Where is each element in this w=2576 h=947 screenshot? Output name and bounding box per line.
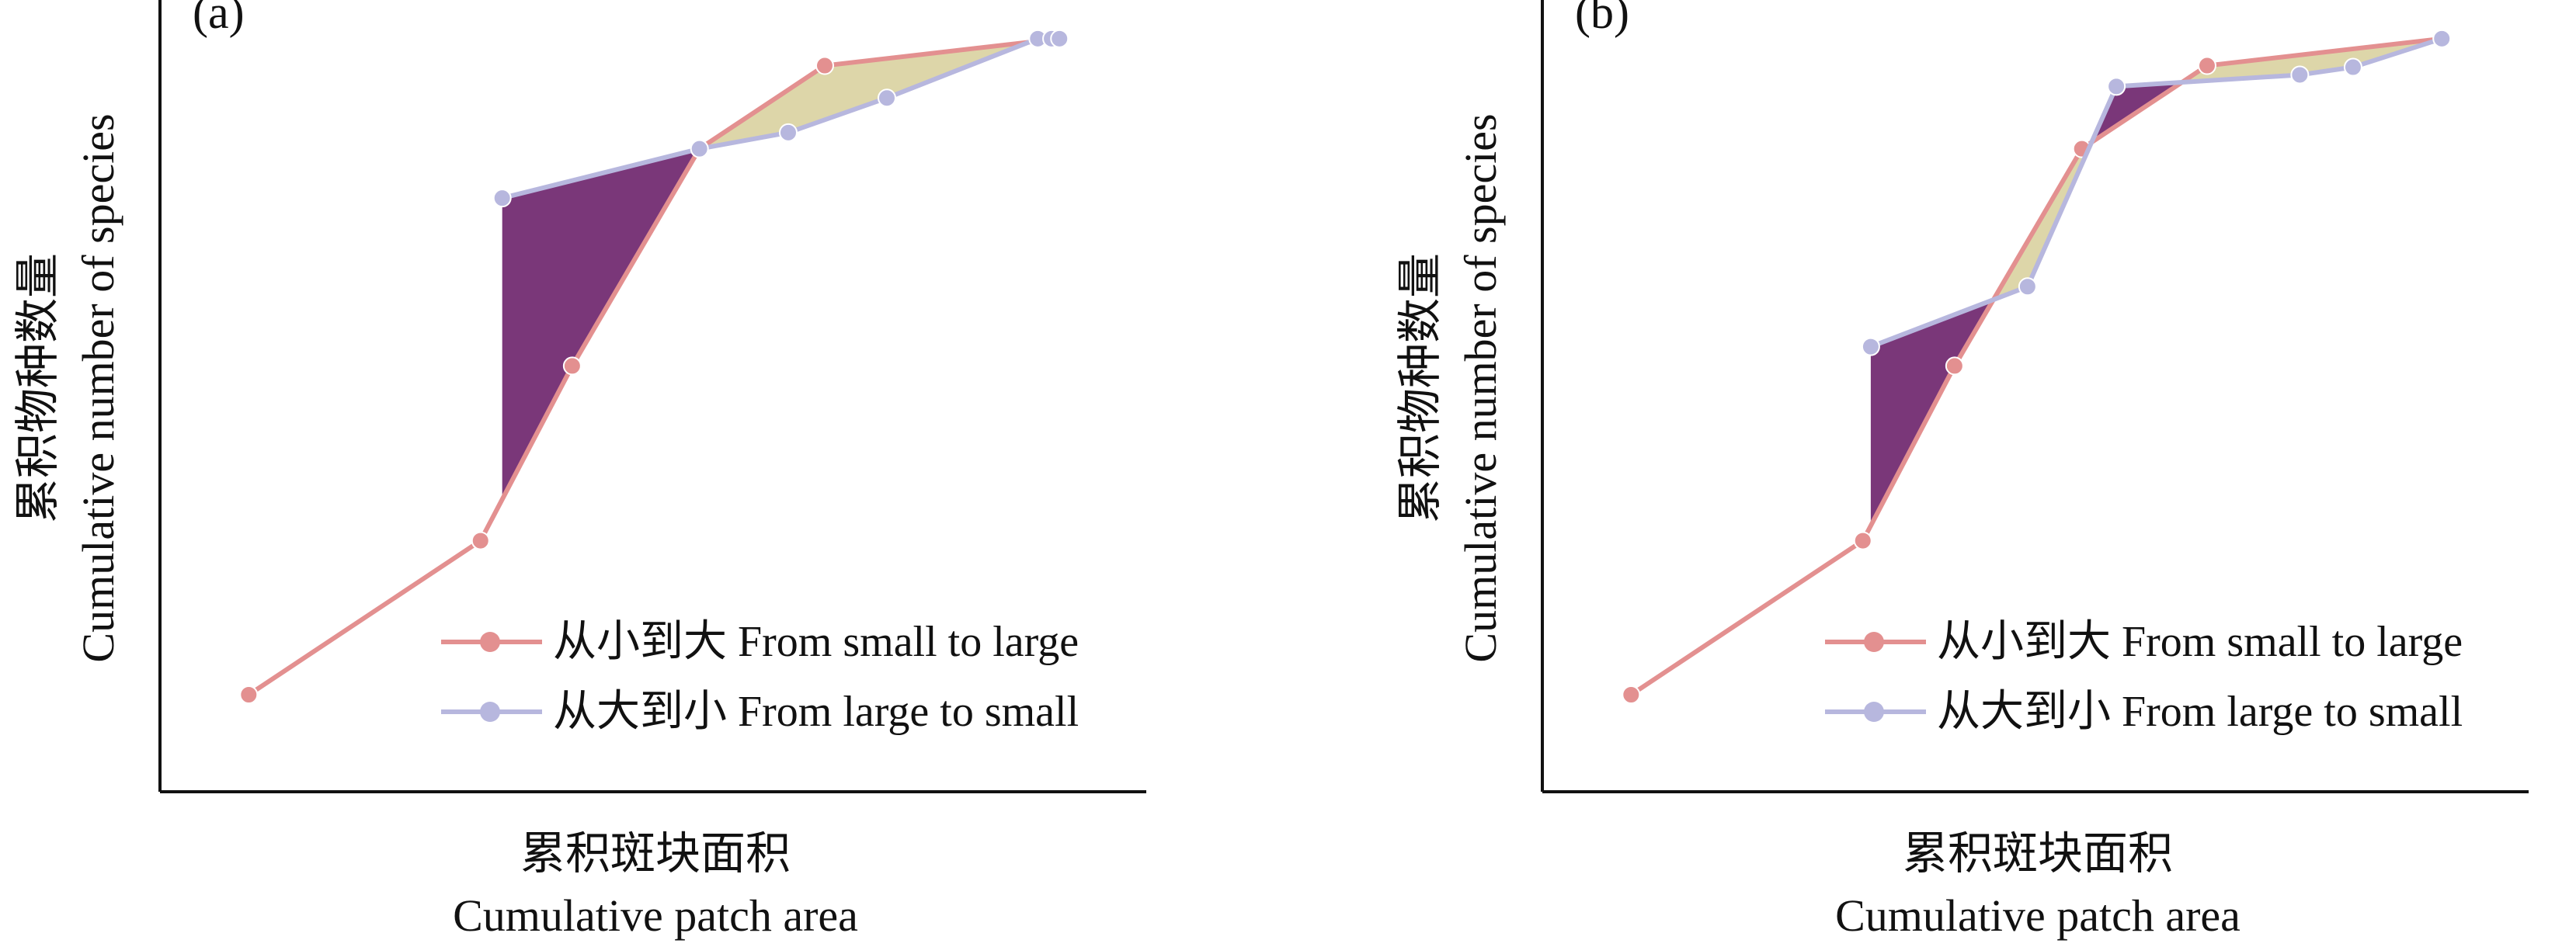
x-axis-label-a: 累积斑块面积 Cumulative patch area <box>267 823 1044 947</box>
x-axis-label-cn-b: 累积斑块面积 <box>1902 828 2173 879</box>
data-point-small-to-large <box>1853 531 1872 550</box>
data-point-large-to-small <box>778 123 798 142</box>
x-axis-label-en-a: Cumulative patch area <box>453 890 858 941</box>
legend-b: 从小到大 From small to large 从大到小 From large… <box>1825 607 2463 747</box>
panel-label-a: (a) <box>193 0 245 38</box>
legend-item-small-to-large-b: 从小到大 From small to large <box>1825 607 2463 677</box>
legend-item-large-to-small-a: 从大到小 From large to small <box>441 677 1079 747</box>
x-axis-label-cn-a: 累积斑块面积 <box>520 828 791 879</box>
data-point-small-to-large <box>471 531 490 550</box>
data-point-large-to-small <box>1861 337 1880 356</box>
legend-swatch-small-to-large-b <box>1825 626 1926 657</box>
legend-label-small-to-large-a: 从小到大 From small to large <box>553 618 1079 666</box>
series-line-small-to-large <box>1629 36 2442 697</box>
series-line-large-to-small <box>1869 36 2443 349</box>
legend-item-small-to-large-a: 从小到大 From small to large <box>441 607 1079 677</box>
data-point-large-to-small <box>2107 77 2126 96</box>
data-point-large-to-small <box>2343 57 2362 77</box>
legend-label-large-to-small-b: 从大到小 From large to small <box>1937 688 2463 736</box>
legend-swatch-small-to-large-a <box>441 626 542 657</box>
data-point-small-to-large <box>1945 356 1964 376</box>
area-large-first-higher <box>502 148 700 500</box>
chart-panel-b: (b) 累积物种数量 Cumulative number of species … <box>1382 0 2576 945</box>
y-axis-label-cn-b: 累积物种数量 <box>1395 253 1445 524</box>
legend-marker-small-to-large-a <box>480 632 500 652</box>
legend-swatch-large-to-small-b <box>1825 696 1926 727</box>
y-axis-label-en-a: Cumulative number of species <box>73 113 123 663</box>
y-axis-label-b: 累积物种数量 Cumulative number of species <box>1390 54 1514 722</box>
chart-panel-a: (a) 累积物种数量 Cumulative number of species … <box>0 0 1288 945</box>
data-point-large-to-small <box>877 88 896 108</box>
legend-label-small-to-large-b: 从小到大 From small to large <box>1937 618 2463 666</box>
data-point-small-to-large <box>815 56 834 75</box>
y-axis-label-en-b: Cumulative number of species <box>1455 113 1506 663</box>
legend-swatch-large-to-small-a <box>441 696 542 727</box>
data-point-small-to-large <box>2197 56 2216 75</box>
x-axis-label-b: 累积斑块面积 Cumulative patch area <box>1650 823 2426 947</box>
area-large-first-higher <box>1870 299 1994 526</box>
series-line-small-to-large <box>247 36 1060 697</box>
legend-marker-large-to-small-a <box>480 702 500 722</box>
legend-item-large-to-small-b: 从大到小 From large to small <box>1825 677 2463 747</box>
panel-label-b: (b) <box>1575 0 1629 38</box>
data-point-large-to-small <box>2018 277 2037 297</box>
y-axis-label-cn-a: 累积物种数量 <box>12 253 63 524</box>
data-point-small-to-large <box>1622 685 1641 705</box>
legend-marker-small-to-large-b <box>1864 632 1884 652</box>
data-point-small-to-large <box>562 356 582 376</box>
chart-svg-b <box>1541 0 2529 793</box>
data-point-large-to-small <box>2290 65 2310 85</box>
y-axis-label-a: 累积物种数量 Cumulative number of species <box>8 54 132 722</box>
data-point-small-to-large <box>239 685 259 705</box>
legend-marker-large-to-small-b <box>1864 702 1884 722</box>
legend-label-large-to-small-a: 从大到小 From large to small <box>553 688 1079 736</box>
area-small-first-higher <box>2183 38 2442 82</box>
data-point-large-to-small <box>690 139 709 158</box>
chart-svg-a <box>158 0 1146 793</box>
data-point-large-to-small <box>2432 29 2452 48</box>
x-axis-label-en-b: Cumulative patch area <box>1835 890 2241 941</box>
legend-a: 从小到大 From small to large 从大到小 From large… <box>441 607 1079 747</box>
area-small-first-higher <box>700 42 1029 149</box>
data-point-large-to-small <box>1050 29 1069 48</box>
data-point-large-to-small <box>492 189 512 208</box>
